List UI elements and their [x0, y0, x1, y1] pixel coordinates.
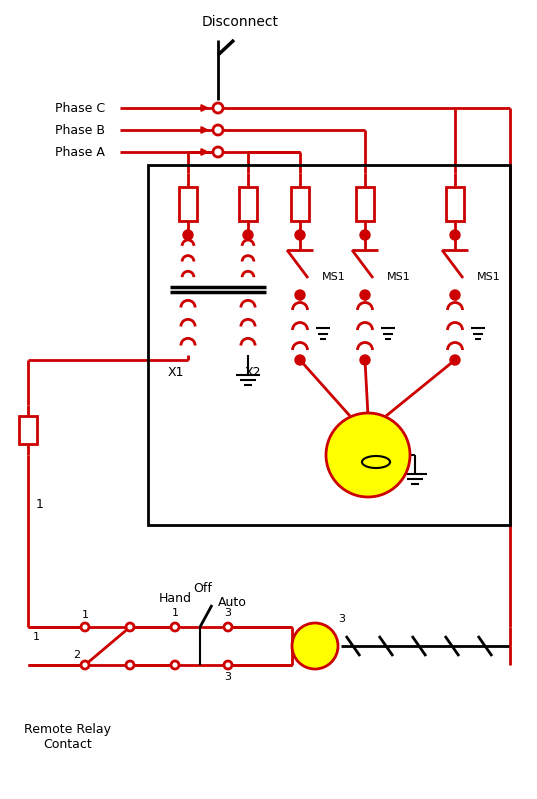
Circle shape: [81, 661, 89, 669]
Circle shape: [360, 230, 370, 240]
Circle shape: [292, 623, 338, 669]
Circle shape: [295, 290, 305, 300]
Text: Phase A: Phase A: [55, 145, 105, 158]
Text: MS1: MS1: [322, 272, 346, 283]
Text: Motor: Motor: [336, 443, 372, 456]
Bar: [179, 187, 197, 221]
Circle shape: [213, 103, 223, 113]
Text: 1: 1: [82, 610, 89, 620]
Text: MS1: MS1: [387, 272, 411, 283]
Bar: [239, 187, 257, 221]
Bar: [356, 187, 374, 221]
Text: Phase C: Phase C: [55, 101, 105, 114]
Bar: [148, 165, 510, 525]
Circle shape: [224, 623, 232, 631]
Circle shape: [81, 623, 89, 631]
Circle shape: [450, 230, 460, 240]
Circle shape: [326, 413, 410, 497]
Circle shape: [171, 623, 179, 631]
Circle shape: [450, 355, 460, 365]
Circle shape: [224, 661, 232, 669]
Circle shape: [295, 230, 305, 240]
Text: MS1: MS1: [477, 272, 500, 283]
Bar: [291, 187, 309, 221]
Circle shape: [450, 290, 460, 300]
Text: Disconnect: Disconnect: [201, 15, 279, 29]
Text: MS1: MS1: [302, 639, 328, 653]
Text: 3: 3: [224, 672, 231, 682]
Text: Off: Off: [193, 582, 213, 595]
Bar: [19, 416, 37, 443]
Circle shape: [183, 230, 193, 240]
Circle shape: [213, 125, 223, 135]
Circle shape: [126, 623, 134, 631]
Text: 3: 3: [224, 608, 231, 618]
Text: Hand: Hand: [158, 593, 192, 606]
Circle shape: [171, 661, 179, 669]
Text: 1: 1: [171, 608, 178, 618]
Circle shape: [295, 355, 305, 365]
Text: Auto: Auto: [217, 595, 246, 609]
Text: Contact: Contact: [43, 738, 92, 752]
Text: X1: X1: [168, 367, 184, 380]
Text: 3: 3: [338, 614, 345, 624]
Text: 1: 1: [33, 632, 40, 642]
Text: Remote Relay: Remote Relay: [25, 724, 112, 737]
Circle shape: [243, 230, 253, 240]
Text: Phase B: Phase B: [55, 124, 105, 137]
Text: 1: 1: [36, 499, 44, 511]
Circle shape: [360, 355, 370, 365]
Circle shape: [126, 661, 134, 669]
Text: X2: X2: [245, 367, 261, 380]
Circle shape: [213, 147, 223, 157]
Circle shape: [360, 290, 370, 300]
Text: 2: 2: [74, 650, 81, 660]
Bar: [446, 187, 464, 221]
